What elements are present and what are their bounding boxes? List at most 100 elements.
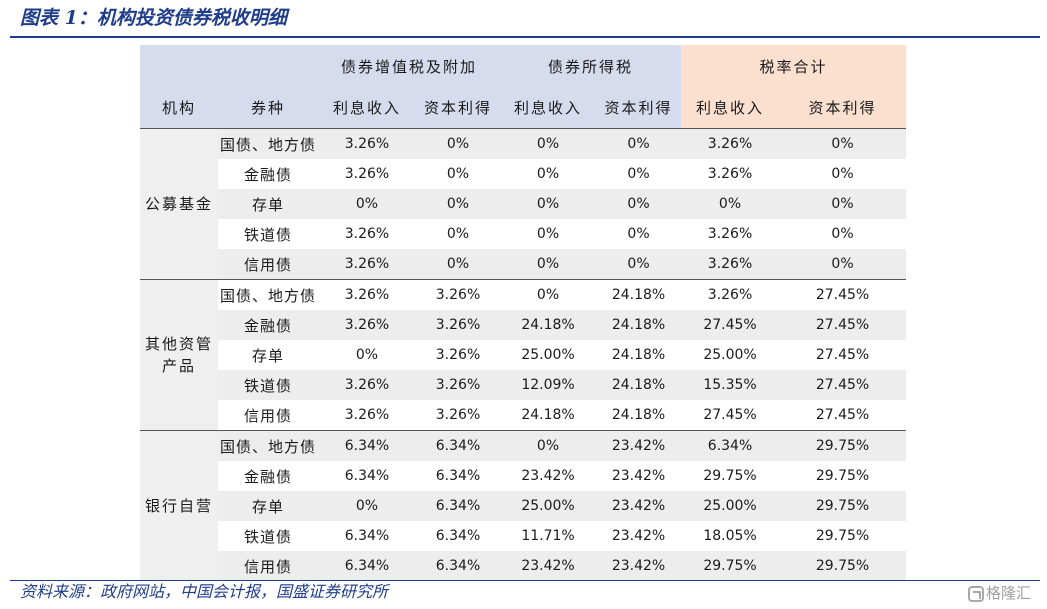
value-cell: 6.34% <box>416 491 501 521</box>
table-row: 金融债 3.26% 3.26% 24.18% 24.18% 27.45% 27.… <box>140 310 907 340</box>
header-group-total: 税率合计 <box>681 45 907 87</box>
value-cell: 0% <box>355 347 379 363</box>
header-institution: 机构 <box>140 87 218 129</box>
table-row: 铁道债 3.26% 0% 0% 0% 3.26% 0% <box>140 219 906 249</box>
bond-cell: 信用债 <box>243 406 292 425</box>
header-group-income-tax: 债券所得税 <box>500 45 682 87</box>
value-cell: 6.34% <box>681 430 780 461</box>
value-cell: 0% <box>416 249 501 280</box>
value-cell: 27.45% <box>779 370 907 400</box>
value-cell: 23.42% <box>500 551 597 581</box>
value-cell: 11.71% <box>521 528 575 544</box>
institution-cell: 公募基金 <box>140 128 218 280</box>
value-cell: 0% <box>500 189 597 219</box>
value-cell: 0% <box>500 128 597 159</box>
bond-cell: 铁道债 <box>243 225 292 244</box>
value-cell: 3.26% <box>344 407 390 423</box>
bond-cell: 国债、地方债 <box>218 430 318 461</box>
value-cell: 12.09% <box>500 370 597 400</box>
value-cell: 3.26% <box>681 279 780 310</box>
header-sub: 利息收入 <box>318 87 416 129</box>
value-cell: 24.18% <box>521 407 575 423</box>
tax-table: 债券增值税及附加 债券所得税 税率合计 机构 券种 利息收入 资本利得 利息收入… <box>140 45 907 581</box>
value-cell: 0% <box>500 249 597 280</box>
value-cell: 29.75% <box>779 430 907 461</box>
value-cell: 0% <box>627 166 650 182</box>
value-cell: 3.26% <box>435 347 481 363</box>
bond-cell: 铁道债 <box>218 370 318 400</box>
value-cell: 25.00% <box>521 347 575 363</box>
value-cell: 24.18% <box>596 279 682 310</box>
value-cell: 6.34% <box>344 528 390 544</box>
value-cell: 6.34% <box>318 430 416 461</box>
value-cell: 0% <box>779 128 907 159</box>
value-cell: 25.00% <box>703 347 757 363</box>
value-cell: 0% <box>596 128 682 159</box>
value-cell: 23.42% <box>521 468 575 484</box>
value-cell: 3.26% <box>318 279 416 310</box>
value-cell: 3.26% <box>318 310 416 340</box>
bond-cell: 存单 <box>218 491 318 521</box>
value-cell: 24.18% <box>596 310 682 340</box>
bond-cell: 铁道债 <box>243 527 292 546</box>
header-group-vat: 债券增值税及附加 <box>318 45 501 87</box>
table-row: 信用债 3.26% 3.26% 24.18% 24.18% 27.45% 27.… <box>140 400 906 431</box>
value-cell: 27.45% <box>815 407 870 423</box>
value-cell: 25.00% <box>500 491 597 521</box>
value-cell: 3.26% <box>416 370 501 400</box>
bond-cell: 金融债 <box>243 165 292 184</box>
value-cell: 3.26% <box>681 128 780 159</box>
value-cell: 27.45% <box>703 407 757 423</box>
value-cell: 3.26% <box>681 249 780 280</box>
bond-cell: 存单 <box>251 346 284 365</box>
value-cell: 6.34% <box>435 528 481 544</box>
table-row: 存单 0% 0% 0% 0% 0% 0% <box>140 189 907 219</box>
table-row: 金融债 6.34% 6.34% 23.42% 23.42% 29.75% 29.… <box>140 461 906 491</box>
bond-cell: 信用债 <box>218 551 318 581</box>
figure-title: 图表 1：机构投资债券税收明细 <box>20 7 287 29</box>
value-cell: 0% <box>779 189 907 219</box>
header-empty-2 <box>218 45 318 87</box>
value-cell: 15.35% <box>681 370 780 400</box>
value-cell: 6.34% <box>416 430 501 461</box>
value-cell: 0% <box>627 226 650 242</box>
value-cell: 0% <box>318 189 416 219</box>
table-row: 信用债 3.26% 0% 0% 0% 3.26% 0% <box>140 249 907 280</box>
value-cell: 0% <box>446 226 470 242</box>
bond-cell: 国债、地方债 <box>218 128 318 159</box>
watermark: 格隆汇 <box>968 580 1031 606</box>
header-empty-1 <box>140 45 218 87</box>
value-cell: 0% <box>681 189 780 219</box>
value-cell: 3.26% <box>435 407 481 423</box>
source-note: 资料来源：政府网站，中国会计报，国盛证券研究所 <box>20 582 389 601</box>
value-cell: 23.42% <box>611 468 666 484</box>
value-cell: 6.34% <box>318 551 416 581</box>
source-rule <box>10 580 1040 581</box>
value-cell: 3.26% <box>344 226 390 242</box>
value-cell: 0% <box>779 249 907 280</box>
value-cell: 0% <box>416 128 501 159</box>
value-cell: 29.75% <box>779 551 907 581</box>
value-cell: 23.42% <box>611 528 666 544</box>
value-cell: 29.75% <box>703 468 757 484</box>
value-cell: 25.00% <box>681 491 780 521</box>
header-sub: 利息收入 <box>500 87 597 129</box>
value-cell: 3.26% <box>344 166 390 182</box>
table-row: 铁道债 3.26% 3.26% 12.09% 24.18% 15.35% 27.… <box>140 370 907 400</box>
header-sub: 资本利得 <box>596 87 682 129</box>
value-cell: 24.18% <box>611 407 666 423</box>
table-row: 信用债 6.34% 6.34% 23.42% 23.42% 29.75% 29.… <box>140 551 907 581</box>
value-cell: 27.45% <box>779 310 907 340</box>
value-cell: 3.26% <box>318 249 416 280</box>
value-cell: 27.45% <box>681 310 780 340</box>
value-cell: 0% <box>536 166 560 182</box>
header-sub: 资本利得 <box>779 87 907 129</box>
title-rule <box>10 36 1040 38</box>
table-row: 存单 0% 6.34% 25.00% 23.42% 25.00% 29.75% <box>140 491 907 521</box>
institution-cell: 其他资管 产品 <box>140 279 218 431</box>
value-cell: 6.34% <box>344 468 390 484</box>
value-cell: 3.26% <box>318 128 416 159</box>
value-cell: 0% <box>500 430 597 461</box>
value-cell: 0% <box>536 226 560 242</box>
bond-cell: 存单 <box>218 189 318 219</box>
